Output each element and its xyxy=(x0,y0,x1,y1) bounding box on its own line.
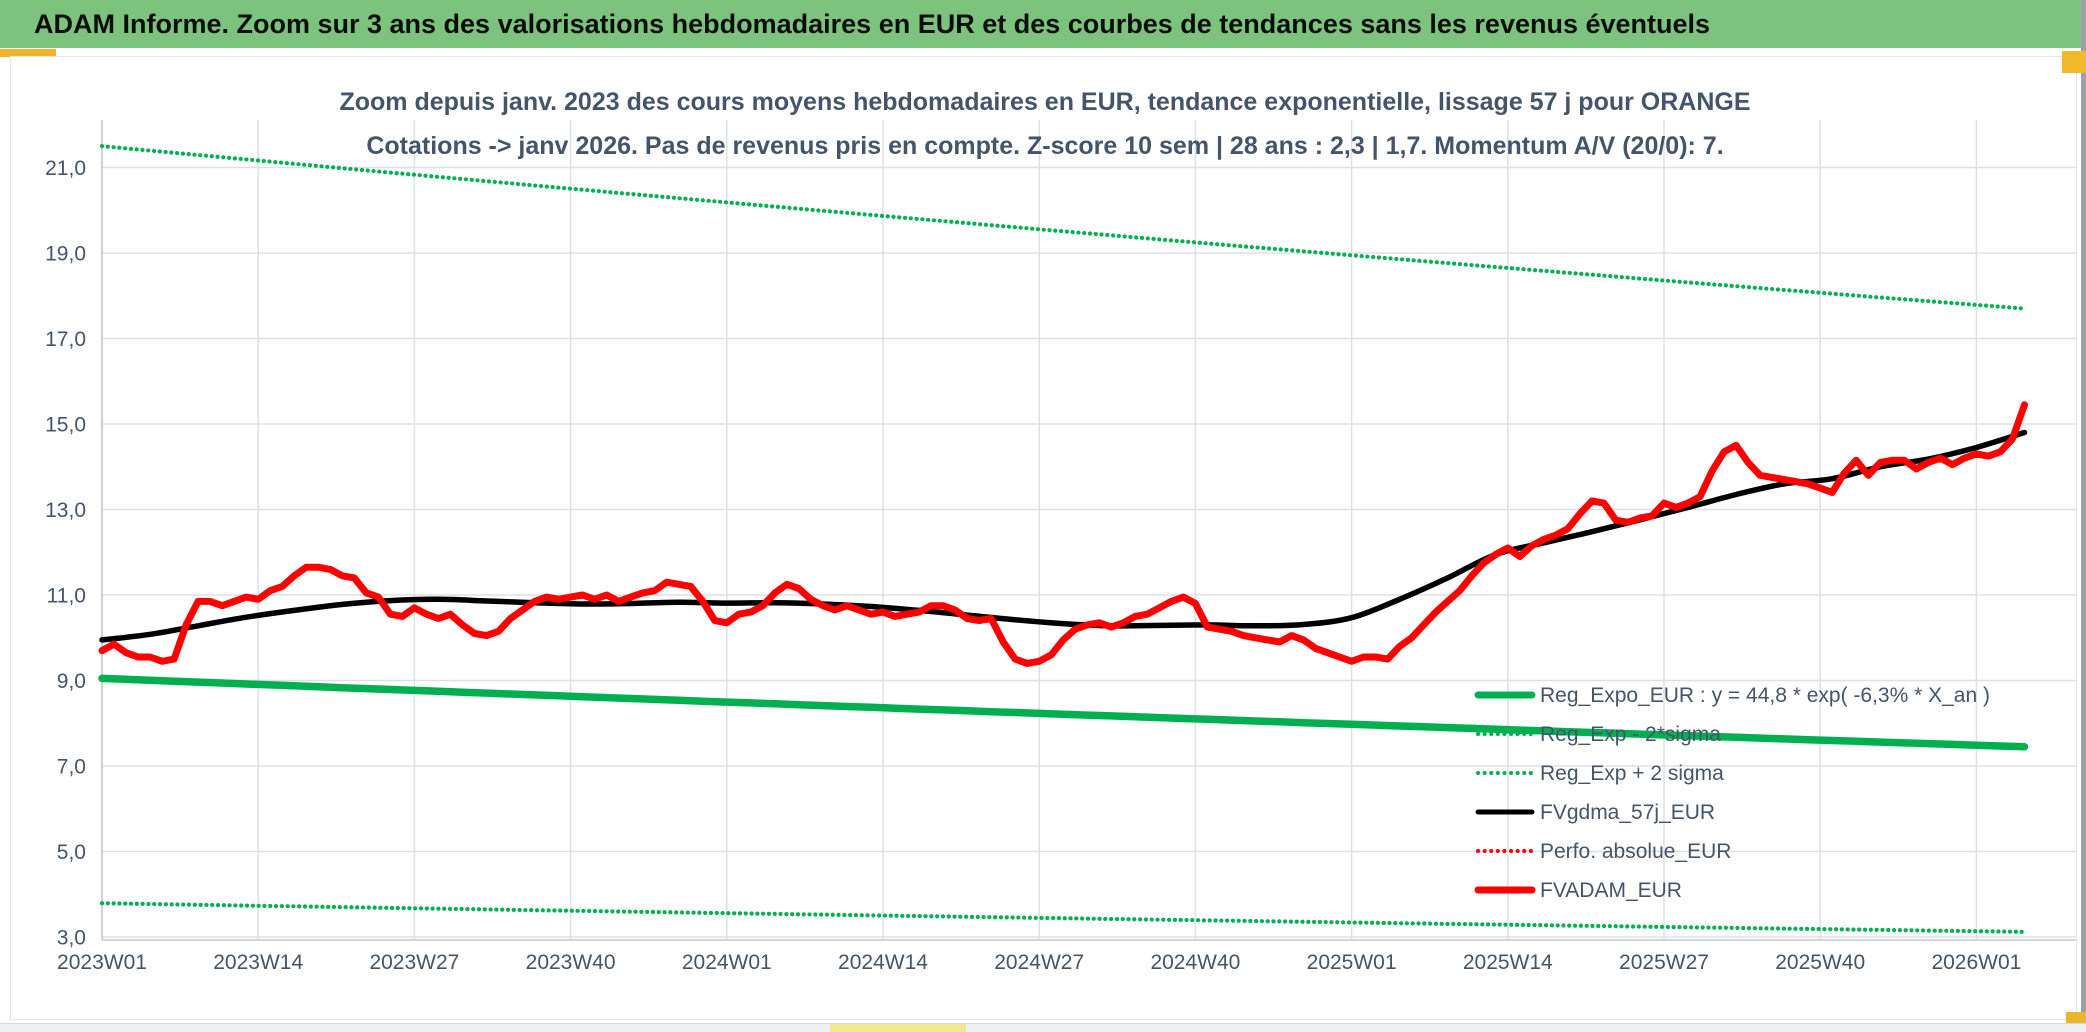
x-axis-tick-label: 2023W14 xyxy=(213,951,303,974)
y-axis-tick-label: 9,0 xyxy=(57,670,86,693)
chart-title-line1: Zoom depuis janv. 2023 des cours moyens … xyxy=(339,88,1750,116)
x-axis-tick-label: 2025W27 xyxy=(1619,951,1709,974)
y-axis-tick-label: 15,0 xyxy=(45,414,86,437)
legend-item-label: Reg_Exp + 2 sigma xyxy=(1540,762,1724,785)
y-axis-tick-label: 7,0 xyxy=(57,756,86,779)
yellow-accent-bottom xyxy=(830,1024,966,1032)
legend-item-label: Reg_Expo_EUR : y = 44,8 * exp( -6,3% * X… xyxy=(1540,684,1990,707)
y-axis-tick-label: 3,0 xyxy=(57,927,86,950)
header-band: ADAM Informe. Zoom sur 3 ans des valoris… xyxy=(0,0,2086,48)
legend-item-label: Perfo. absolue_EUR xyxy=(1540,840,1731,863)
sheet-bottom-edge xyxy=(0,1023,2086,1032)
gold-accent-top-right xyxy=(2062,51,2086,73)
legend-item-label: FVADAM_EUR xyxy=(1540,879,1682,902)
legend-item-label: FVgdma_57j_EUR xyxy=(1540,801,1715,824)
legend-item-label: Reg_Exp - 2*sigma xyxy=(1540,723,1721,746)
legend-item[interactable]: Perfo. absolue_EUR xyxy=(1476,840,1731,863)
chart-legend: Reg_Expo_EUR : y = 44,8 * exp( -6,3% * X… xyxy=(1474,684,1990,902)
gold-accent-top-left xyxy=(0,49,56,57)
legend-item[interactable]: Reg_Exp + 2 sigma xyxy=(1476,762,1724,785)
gridlines xyxy=(101,120,2076,940)
chart-sheet[interactable] xyxy=(10,56,2077,1020)
y-axis-tick-label: 19,0 xyxy=(45,243,86,266)
y-axis-tick-label: 11,0 xyxy=(47,585,86,608)
data-series xyxy=(98,144,2029,934)
legend-item[interactable]: FVgdma_57j_EUR xyxy=(1475,801,1715,824)
y-axis-tick-label: 21,0 xyxy=(45,157,86,180)
series-fvadam-eur xyxy=(98,401,2028,667)
y-axis-tick-label: 5,0 xyxy=(57,841,86,864)
x-axis-tick-label: 2026W01 xyxy=(1931,951,2021,974)
axes: 3,0 5,0 7,0 9,0 11,0 13,0 15,0 17,0 19,0 21,0 2023… xyxy=(45,120,2076,974)
x-axis-tick-label: 2025W01 xyxy=(1307,951,1397,974)
x-axis-tick-label: 2025W40 xyxy=(1775,951,1865,974)
page-title: ADAM Informe. Zoom sur 3 ans des valoris… xyxy=(34,8,1711,39)
x-axis-tick-label: 2025W14 xyxy=(1463,951,1553,974)
legend-item[interactable]: Reg_Exp - 2*sigma xyxy=(1476,723,1721,746)
y-axis-tick-label: 13,0 xyxy=(45,499,86,522)
x-axis-tick-label: 2024W27 xyxy=(994,951,1084,974)
y-axis-tick-label: 17,0 xyxy=(45,328,86,351)
x-axis-tick-label: 2024W40 xyxy=(1150,951,1240,974)
legend-item[interactable]: FVADAM_EUR xyxy=(1474,879,1682,902)
series-reg-exp-minus-2sigma xyxy=(99,901,2027,934)
legend-item[interactable]: Reg_Expo_EUR : y = 44,8 * exp( -6,3% * X… xyxy=(1474,684,1990,707)
x-axis-tick-label: 2023W40 xyxy=(526,951,616,974)
series-fvgdma-57j-eur xyxy=(99,429,2028,643)
x-axis-tick-label: 2024W14 xyxy=(838,951,928,974)
x-axis-tick-label: 2023W27 xyxy=(369,951,459,974)
sheet-right-edge xyxy=(2081,0,2086,1031)
chart-title-line2: Cotations -> janv 2026. Pas de revenus p… xyxy=(366,132,1723,160)
x-axis-tick-label: 2024W01 xyxy=(682,951,772,974)
x-axis-tick-label: 2023W01 xyxy=(57,951,147,974)
series-reg-expo-eur xyxy=(98,674,2029,751)
series-reg-exp-plus-2sigma xyxy=(99,144,2027,311)
